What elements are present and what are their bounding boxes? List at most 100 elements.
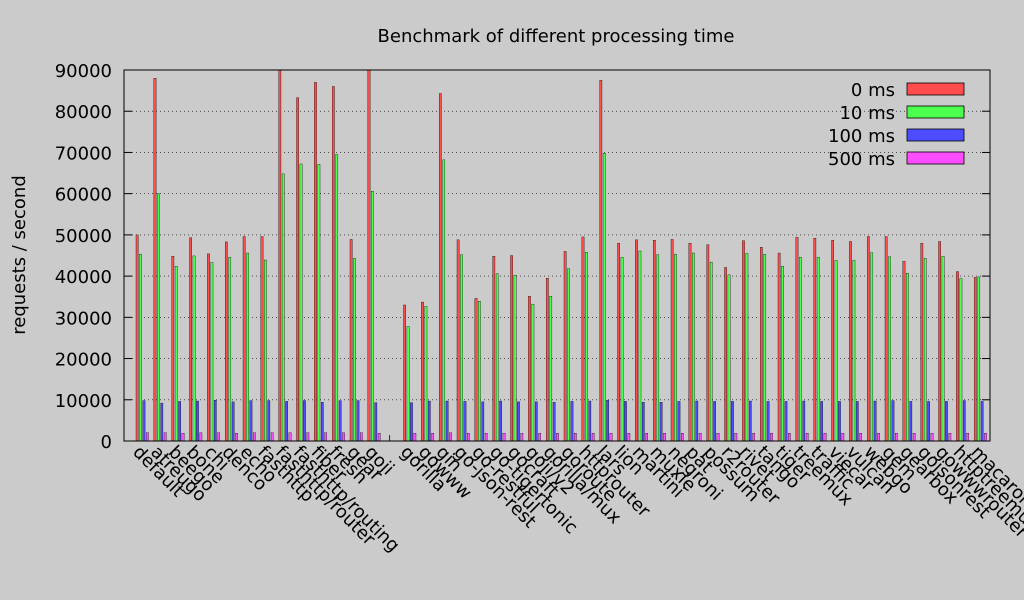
y-axis-label: requests / second — [9, 175, 30, 335]
bar-500-ms-18 — [467, 432, 470, 442]
y-tick-label: 80000 — [55, 102, 112, 123]
bar-500-ms-38 — [823, 432, 827, 442]
bar-10-ms-30 — [674, 254, 677, 442]
bar-10-ms-40 — [852, 260, 856, 442]
bar-10-ms-26 — [602, 153, 606, 442]
bar-0-ms-3 — [189, 237, 192, 442]
bar-0-ms-7 — [260, 236, 264, 442]
bar-100-ms-26 — [606, 400, 609, 442]
bar-0-ms-34 — [742, 240, 745, 442]
bar-500-ms-22 — [538, 432, 542, 442]
bar-100-ms-24 — [570, 401, 574, 442]
axes — [123, 69, 991, 442]
bar-10-ms-41 — [870, 252, 874, 442]
bar-500-ms-44 — [930, 432, 934, 442]
bar-100-ms-37 — [802, 400, 806, 442]
bar-10-ms-47 — [977, 276, 981, 442]
bar-500-ms-21 — [520, 432, 524, 442]
legend-swatch — [906, 151, 965, 165]
bar-10-ms-24 — [567, 268, 570, 442]
bar-0-ms-27 — [617, 242, 620, 442]
bar-500-ms-0 — [146, 432, 149, 442]
bar-10-ms-46 — [959, 278, 963, 442]
bar-0-ms-18 — [456, 239, 460, 442]
bar-10-ms-27 — [620, 256, 624, 442]
bar-0-ms-19 — [474, 298, 478, 442]
bar-0-ms-15 — [403, 304, 406, 442]
legend-swatch — [906, 128, 965, 142]
bar-10-ms-10 — [317, 164, 321, 442]
bar-500-ms-47 — [984, 432, 987, 442]
bar-100-ms-10 — [320, 402, 324, 442]
bar-500-ms-46 — [966, 432, 970, 442]
bar-10-ms-15 — [406, 326, 410, 442]
bar-500-ms-3 — [199, 432, 203, 442]
bar-500-ms-6 — [253, 432, 256, 442]
bar-0-ms-5 — [224, 241, 228, 442]
bar-100-ms-27 — [624, 401, 627, 442]
bar-0-ms-2 — [171, 256, 175, 442]
bar-0-ms-47 — [973, 277, 977, 442]
bar-0-ms-31 — [688, 242, 692, 442]
y-tick-label: 60000 — [55, 185, 112, 206]
bar-0-ms-10 — [314, 82, 317, 442]
bar-500-ms-27 — [627, 432, 631, 442]
bar-100-ms-15 — [410, 402, 413, 442]
bar-10-ms-22 — [531, 303, 535, 442]
bar-0-ms-6 — [242, 236, 246, 442]
bar-500-ms-32 — [716, 432, 720, 442]
legend-label: 0 ms — [851, 80, 895, 101]
bar-10-ms-2 — [174, 266, 178, 442]
bar-500-ms-45 — [948, 432, 952, 442]
bar-500-ms-19 — [484, 432, 488, 442]
grid-lines — [124, 69, 990, 442]
y-tick-label: 50000 — [55, 226, 112, 247]
bar-100-ms-5 — [231, 401, 235, 442]
bar-10-ms-45 — [941, 256, 945, 442]
bar-100-ms-32 — [713, 401, 716, 442]
bar-0-ms-44 — [920, 242, 924, 442]
bar-500-ms-25 — [591, 432, 595, 442]
y-tick-label: 40000 — [55, 267, 112, 288]
bar-10-ms-12 — [353, 258, 356, 442]
bar-10-ms-25 — [585, 252, 588, 442]
bar-100-ms-18 — [463, 401, 467, 442]
bar-0-ms-41 — [866, 236, 870, 442]
bar-10-ms-17 — [442, 159, 446, 442]
bar-10-ms-33 — [727, 274, 731, 442]
bar-100-ms-21 — [517, 401, 520, 442]
bar-500-ms-37 — [805, 432, 809, 442]
bar-100-ms-4 — [213, 400, 217, 442]
bar-0-ms-39 — [831, 240, 834, 442]
bar-0-ms-17 — [438, 93, 442, 442]
y-tick-label: 30000 — [55, 308, 112, 329]
bar-500-ms-10 — [324, 432, 328, 442]
y-tick-label: 20000 — [55, 350, 112, 371]
bar-10-ms-13 — [371, 191, 374, 442]
bar-100-ms-44 — [927, 401, 930, 442]
bar-100-ms-40 — [855, 401, 859, 442]
bar-10-ms-6 — [246, 252, 249, 442]
bar-100-ms-47 — [980, 401, 984, 442]
bar-500-ms-29 — [663, 432, 666, 442]
bar-0-ms-46 — [956, 271, 959, 442]
bar-100-ms-3 — [196, 400, 199, 442]
y-tick-label: 10000 — [55, 391, 112, 412]
bar-10-ms-43 — [906, 273, 909, 442]
bar-0-ms-23 — [545, 277, 549, 442]
bar-10-ms-20 — [495, 273, 499, 442]
bar-500-ms-43 — [912, 432, 916, 442]
bar-100-ms-22 — [534, 401, 538, 442]
bar-group — [135, 69, 987, 442]
y-tick-label: 70000 — [55, 143, 112, 164]
bar-10-ms-4 — [210, 262, 214, 442]
bar-100-ms-17 — [445, 400, 449, 442]
bar-10-ms-3 — [192, 255, 196, 442]
bar-0-ms-1 — [153, 78, 157, 442]
bar-500-ms-20 — [502, 432, 506, 442]
legend-label: 10 ms — [839, 103, 895, 124]
bar-10-ms-42 — [888, 256, 891, 442]
bar-500-ms-8 — [288, 432, 292, 442]
